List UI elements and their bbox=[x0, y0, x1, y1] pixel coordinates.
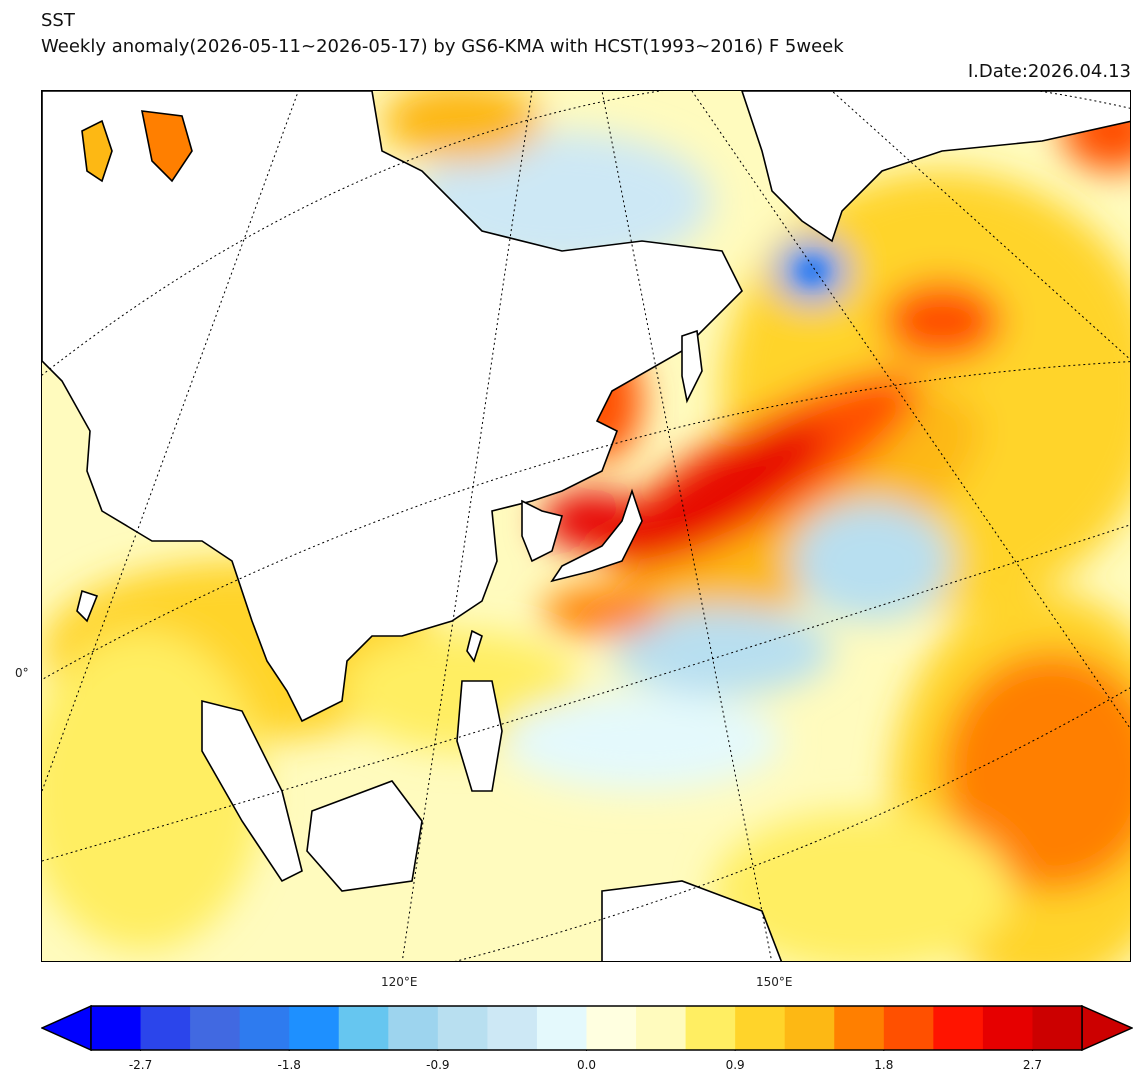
colorbar bbox=[41, 1005, 1133, 1051]
colorbar-tick-label: -2.7 bbox=[128, 1058, 153, 1072]
lat-label-equator: 0° bbox=[15, 666, 29, 680]
colorbar-bin bbox=[91, 1006, 142, 1050]
colorbar-bin bbox=[437, 1006, 488, 1050]
plot-subtitle: Weekly anomaly(2026-05-11~2026-05-17) by… bbox=[41, 36, 844, 57]
colorbar-extend-high bbox=[1081, 1005, 1133, 1051]
colorbar-bin bbox=[487, 1006, 538, 1050]
colorbar-tick-label: 1.8 bbox=[874, 1058, 894, 1072]
colorbar-bin bbox=[289, 1006, 340, 1050]
colorbar-bin bbox=[933, 1006, 984, 1050]
colorbar-bin bbox=[140, 1006, 191, 1050]
colorbar-bin bbox=[586, 1006, 637, 1050]
graticule bbox=[42, 91, 1130, 961]
lon-label-150e: 150°E bbox=[756, 975, 793, 989]
colorbar-extend-low bbox=[41, 1005, 92, 1051]
colorbar-tick-label: 0.0 bbox=[576, 1058, 597, 1072]
colorbar-bin bbox=[982, 1006, 1033, 1050]
land bbox=[42, 91, 1130, 961]
colorbar-bin bbox=[388, 1006, 439, 1050]
colorbar-tick-label: -0.9 bbox=[426, 1058, 450, 1072]
colorbar-bin bbox=[685, 1006, 736, 1050]
colorbar-tick-label: -1.8 bbox=[277, 1058, 301, 1072]
lon-label-120e: 120°E bbox=[381, 975, 418, 989]
colorbar-bin bbox=[536, 1006, 587, 1050]
anomaly-field bbox=[42, 91, 1130, 961]
colorbar-bin bbox=[784, 1006, 835, 1050]
variable-title: SST bbox=[41, 10, 75, 31]
colorbar-tick-label: 2.7 bbox=[1022, 1058, 1042, 1072]
colorbar-tick-label: 0.9 bbox=[725, 1058, 745, 1072]
init-date: I.Date:2026.04.13 bbox=[967, 61, 1131, 82]
colorbar-bin bbox=[190, 1006, 241, 1050]
colorbar-bin bbox=[834, 1006, 885, 1050]
colorbar-bin bbox=[338, 1006, 389, 1050]
colorbar-bin bbox=[239, 1006, 290, 1050]
colorbar-bin bbox=[636, 1006, 687, 1050]
colorbar-bin bbox=[735, 1006, 786, 1050]
colorbar-bin bbox=[883, 1006, 934, 1050]
sst-anomaly-map bbox=[41, 90, 1131, 962]
colorbar-bin bbox=[1032, 1006, 1083, 1050]
